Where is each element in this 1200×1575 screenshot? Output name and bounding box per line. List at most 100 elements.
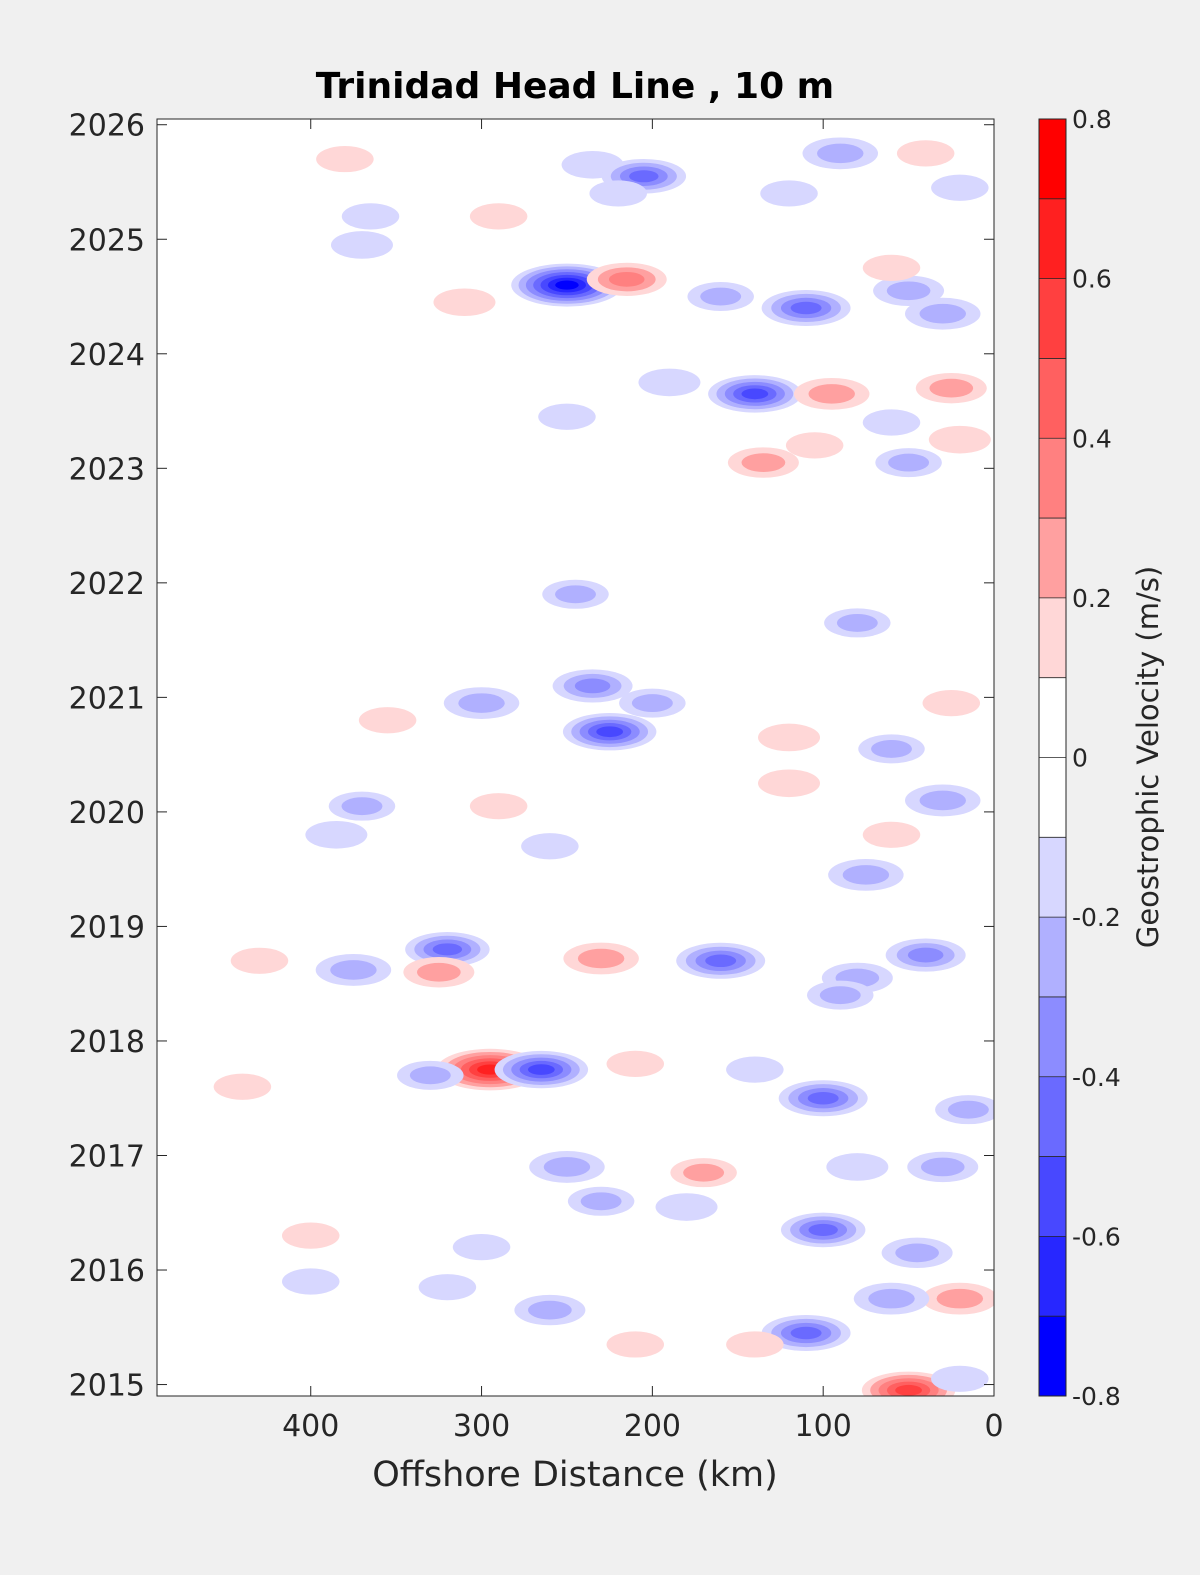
velocity-feature (862, 409, 921, 436)
contour-band (862, 254, 921, 281)
x-tick-label: 200 (624, 1409, 681, 1444)
velocity-feature (567, 1186, 635, 1216)
colorbar-band (1039, 518, 1066, 598)
contour-band (341, 203, 400, 230)
velocity-feature (802, 137, 879, 170)
contour-band (808, 384, 855, 404)
x-tick-label: 0 (984, 1409, 1003, 1444)
velocity-feature (586, 262, 667, 296)
velocity-feature (726, 1331, 784, 1358)
contour-band (842, 865, 890, 885)
contour-band (819, 986, 861, 1005)
velocity-feature (563, 942, 639, 975)
velocity-feature (469, 203, 528, 230)
velocity-feature (281, 1222, 340, 1249)
contour-band (919, 303, 966, 324)
velocity-feature (316, 145, 374, 173)
velocity-feature (542, 579, 609, 609)
colorbar-tick-label: 0 (1072, 744, 1088, 773)
velocity-feature (928, 425, 991, 454)
contour-band (700, 287, 742, 306)
velocity-feature (785, 432, 844, 459)
velocity-feature (922, 1282, 994, 1315)
colorbar-tick-label: -0.8 (1072, 1382, 1121, 1411)
contour-band (790, 301, 822, 315)
velocity-feature (521, 833, 579, 860)
velocity-feature (281, 1268, 340, 1295)
colorbar-band (1039, 597, 1066, 678)
colorbar-label: Geostrophic Velocity (m/s) (1131, 566, 1165, 948)
velocity-feature (807, 980, 874, 1010)
velocity-feature (213, 1073, 272, 1100)
contour-band (726, 1056, 784, 1083)
velocity-feature (433, 288, 496, 317)
velocity-feature (873, 275, 945, 306)
velocity-feature (655, 1193, 718, 1221)
contour-band (580, 1192, 622, 1211)
velocity-feature (828, 858, 904, 891)
velocity-feature (760, 180, 818, 207)
contour-band (528, 1300, 572, 1320)
chart-title: Trinidad Head Line , 10 m (316, 66, 834, 107)
velocity-feature (896, 140, 955, 167)
contour-band (947, 1100, 989, 1119)
colorbar-tick-label: -0.4 (1072, 1063, 1121, 1092)
colorbar-band (1039, 198, 1066, 279)
contour-band (629, 170, 659, 183)
contour-band (213, 1073, 272, 1100)
velocity-feature (905, 297, 981, 330)
y-tick-label: 2022 (69, 567, 145, 602)
plot-frame (156, 118, 995, 1397)
contour-band (808, 1223, 838, 1236)
contour-band (726, 1331, 784, 1358)
contour-band (758, 723, 821, 752)
x-tick-label: 400 (282, 1409, 339, 1444)
colorbar-band (1039, 837, 1066, 918)
colorbar-band (1039, 917, 1066, 997)
contour-band (705, 954, 737, 968)
velocity-feature (935, 1095, 994, 1125)
contour-band (281, 1222, 340, 1249)
velocity-feature (931, 1365, 989, 1392)
contour-band (907, 947, 944, 963)
contour-band (895, 1384, 922, 1396)
velocity-feature (778, 1080, 868, 1117)
velocity-feature (780, 1212, 866, 1248)
colorbar-band (1039, 996, 1066, 1077)
contour-band (418, 1274, 477, 1301)
velocity-field (213, 137, 994, 1396)
velocity-feature (552, 669, 633, 703)
y-tick-label: 2026 (69, 109, 145, 144)
contour-band (929, 378, 974, 398)
velocity-feature (758, 769, 821, 798)
contour-band (922, 689, 981, 717)
contour-band (868, 1288, 915, 1309)
velocity-feature (494, 1050, 589, 1089)
contour-band (432, 943, 463, 956)
velocity-feature (861, 1371, 956, 1396)
velocity-feature (862, 821, 921, 848)
contour-band (895, 1243, 939, 1263)
contour-band (606, 1050, 665, 1077)
y-axis: 2015 2016 2017 2018 2019 2020 2021 2022 2023 2024… (69, 109, 994, 1404)
contour-band (341, 797, 383, 816)
contour-band (433, 288, 496, 317)
contour-band (358, 707, 417, 734)
velocity-feature (562, 713, 657, 751)
y-tick-label: 2021 (69, 681, 145, 716)
velocity-feature (907, 1151, 979, 1183)
colorbar-band (1039, 1236, 1066, 1317)
contour-band (417, 962, 461, 982)
y-tick-label: 2025 (69, 223, 145, 258)
colorbar-tick-label: -0.6 (1072, 1222, 1121, 1251)
contour-band (836, 614, 878, 632)
velocity-feature (230, 947, 289, 974)
y-tick-label: 2020 (69, 796, 145, 831)
colorbar-tick-label: 0.8 (1072, 105, 1112, 134)
colorbar: 0.8 0.6 0.4 0.2 0 -0.2 -0.4 -0.6 -0.8 (1038, 105, 1121, 1411)
velocity-feature (915, 372, 987, 404)
y-tick-label: 2015 (69, 1369, 145, 1404)
contour-band (538, 403, 596, 430)
contour-band (871, 739, 912, 758)
